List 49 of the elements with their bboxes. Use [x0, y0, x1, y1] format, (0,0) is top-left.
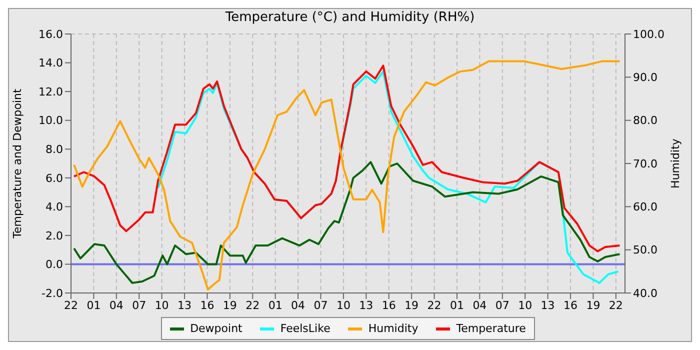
x-tick-label: 16	[564, 298, 578, 312]
x-tick-label: 19	[404, 298, 419, 312]
y2-tick-label: 40.0	[633, 286, 658, 300]
y-tick-label: 6.0	[46, 172, 63, 185]
x-tick-label: 22	[246, 298, 260, 312]
y2-tick-label: 60.0	[633, 200, 658, 214]
x-tick-label: 22	[608, 298, 623, 312]
x-tick-label: 13	[359, 298, 374, 312]
y2-tick-label: 70.0	[633, 157, 658, 170]
legend-label: Temperature	[455, 322, 526, 335]
legend-label: FeelsLike	[279, 322, 330, 335]
y-tick-label: 0.0	[46, 258, 63, 272]
y-tick-label: 16.0	[38, 28, 63, 41]
x-tick-label: 04	[291, 298, 306, 312]
legend-label: Humidity	[367, 322, 418, 335]
y2-tick-label: 90.0	[633, 71, 658, 84]
x-tick-label: 07	[314, 298, 328, 312]
x-tick-label: 04	[109, 298, 124, 312]
y-tick-label: 2.0	[46, 229, 63, 242]
x-tick-label: 01	[450, 298, 464, 312]
x-tick-label: 10	[518, 298, 532, 312]
y-tick-label: 8.0	[46, 143, 63, 156]
x-tick-label: 10	[154, 298, 169, 312]
x-tick-label: 07	[495, 298, 510, 312]
y-axis-title: Temperature and Dewpoint	[10, 88, 24, 240]
x-tick-label: 13	[540, 298, 555, 312]
x-tick-label: 16	[382, 298, 396, 312]
x-tick-label: 22	[427, 298, 442, 312]
x-tick-label: 22	[64, 298, 78, 312]
y-tick-label: 12.0	[38, 85, 63, 98]
y-tick-label: 4.0	[46, 200, 63, 214]
y2-tick-label: 100.0	[633, 28, 664, 41]
x-tick-label: 01	[268, 298, 282, 312]
legend-label: Dewpoint	[189, 322, 242, 335]
x-tick-label: 19	[222, 298, 237, 312]
y2-tick-label: 80.0	[633, 114, 658, 128]
x-tick-label: 10	[336, 298, 350, 312]
y2-axis-title: Humidity	[668, 138, 682, 188]
x-tick-label: 07	[132, 298, 146, 312]
y-tick-label: 10.0	[38, 114, 63, 128]
chart-title: Temperature (°C) and Humidity (RH%)	[224, 9, 476, 26]
x-tick-label: 19	[586, 298, 600, 312]
x-tick-label: 04	[472, 298, 487, 312]
x-tick-label: 13	[178, 298, 192, 312]
y-tick-label: 14.0	[38, 56, 63, 70]
x-tick-label: 01	[86, 298, 101, 312]
x-tick-label: 16	[200, 298, 214, 312]
y-tick-label: -2.0	[42, 286, 63, 300]
y2-tick-label: 50.0	[633, 244, 658, 257]
